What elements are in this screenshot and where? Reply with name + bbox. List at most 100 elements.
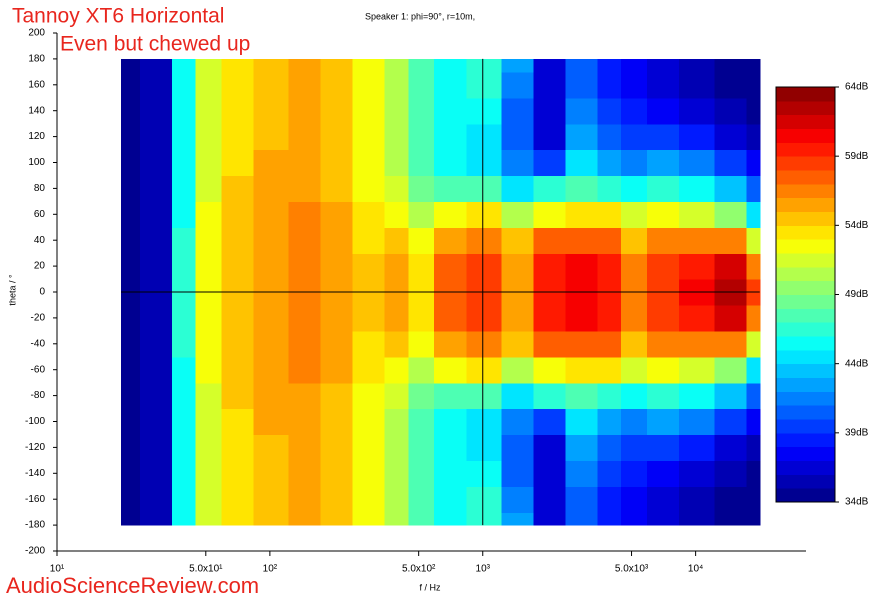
heatmap-cell xyxy=(647,227,680,254)
heatmap-cell xyxy=(121,58,141,73)
heatmap-cell xyxy=(408,175,435,202)
heatmap-cell xyxy=(320,58,354,73)
heatmap-cell xyxy=(221,149,254,177)
heatmap-cell xyxy=(714,512,748,526)
colorbar-band xyxy=(776,432,835,448)
heatmap-cell xyxy=(320,330,354,358)
heatmap-cell xyxy=(352,227,386,254)
heatmap-cell xyxy=(434,175,467,202)
heatmap-cell xyxy=(171,175,197,202)
colorbar-band xyxy=(776,377,835,392)
heatmap-cell xyxy=(746,97,761,125)
heatmap-cell xyxy=(320,512,354,526)
heatmap-cell xyxy=(139,71,173,99)
heatmap-cell xyxy=(565,175,599,202)
heatmap-cell xyxy=(565,123,599,151)
heatmap-cell xyxy=(288,512,322,526)
heatmap-cell xyxy=(253,408,290,436)
heatmap-cell xyxy=(121,123,141,151)
heatmap-cell xyxy=(221,460,254,487)
heatmap-cell xyxy=(466,97,503,125)
colorbar-band xyxy=(776,211,835,226)
heatmap-cell xyxy=(384,201,409,228)
heatmap-cell xyxy=(746,58,761,73)
heatmap-cell xyxy=(679,356,715,384)
heatmap-cell xyxy=(288,71,322,99)
colorbar-band xyxy=(776,170,835,185)
heatmap-cell xyxy=(434,408,467,436)
heatmap-cell xyxy=(195,512,222,526)
heatmap-cell xyxy=(195,175,222,202)
heatmap-cell xyxy=(501,253,535,280)
heatmap-cell xyxy=(408,408,435,436)
heatmap-cell xyxy=(714,71,748,99)
heatmap-cell xyxy=(288,58,322,73)
heatmap-cell xyxy=(597,330,622,358)
heatmap-cell xyxy=(139,149,173,177)
heatmap-cell xyxy=(352,175,386,202)
heatmap-cell xyxy=(621,408,648,436)
heatmap-cell xyxy=(621,486,648,513)
heatmap-cell xyxy=(621,201,648,228)
heatmap-cell xyxy=(408,434,435,461)
heatmap-cell xyxy=(288,149,322,177)
heatmap-cell xyxy=(466,71,503,99)
heatmap-cell xyxy=(466,460,503,487)
heatmap-cell xyxy=(621,71,648,99)
heatmap-cell xyxy=(746,227,761,254)
x-tick-label: 10³ xyxy=(476,564,491,575)
heatmap-cell xyxy=(434,71,467,99)
heatmap-cell xyxy=(384,512,409,526)
heatmap-cell xyxy=(647,253,680,280)
colorbar-band xyxy=(776,488,835,503)
heatmap-cell xyxy=(434,486,467,513)
heatmap-cell xyxy=(195,227,222,254)
heatmap-cell xyxy=(195,304,222,332)
heatmap-cell xyxy=(533,227,567,254)
heatmap-cell xyxy=(320,175,354,202)
heatmap-cell xyxy=(408,512,435,526)
heatmap-cell xyxy=(621,58,648,73)
heatmap-cell xyxy=(679,71,715,99)
heatmap-cell xyxy=(195,356,222,384)
colorbar-band xyxy=(776,336,835,351)
heatmap-cell xyxy=(195,149,222,177)
colorbar-band xyxy=(776,183,835,199)
heatmap-cell xyxy=(171,97,197,125)
heatmap-cell xyxy=(565,71,599,99)
heatmap-cell xyxy=(139,382,173,410)
heatmap-cell xyxy=(352,304,386,332)
heatmap-cell xyxy=(714,123,748,151)
heatmap-cell xyxy=(565,434,599,461)
x-axis-label: f / Hz xyxy=(419,582,441,592)
heatmap-cell xyxy=(434,201,467,228)
heatmap-cell xyxy=(533,382,567,410)
heatmap-cell xyxy=(565,149,599,177)
heatmap-cell xyxy=(533,356,567,384)
heatmap-cell xyxy=(320,227,354,254)
heatmap-cell xyxy=(384,175,409,202)
heatmap-cell xyxy=(533,330,567,358)
heatmap-cell xyxy=(714,356,748,384)
heatmap-cell xyxy=(501,201,535,228)
heatmap-cell xyxy=(121,382,141,410)
heatmap-cell xyxy=(171,330,197,358)
heatmap-cell xyxy=(195,253,222,280)
x-tick-label: 5.0x10³ xyxy=(615,564,649,575)
heatmap-cell xyxy=(501,97,535,125)
heatmap-cell xyxy=(565,58,599,73)
heatmap-cell xyxy=(714,97,748,125)
heatmap-cell xyxy=(253,58,290,73)
heatmap-cell xyxy=(714,408,748,436)
colorbar-band xyxy=(776,142,835,157)
heatmap-cell xyxy=(320,408,354,436)
heatmap-cell xyxy=(384,382,409,410)
heatmap-cell xyxy=(647,330,680,358)
heatmap-cell xyxy=(408,123,435,151)
heatmap-cell xyxy=(352,201,386,228)
heatmap-cell xyxy=(565,227,599,254)
heatmap-cell xyxy=(714,460,748,487)
heatmap-cell xyxy=(597,382,622,410)
heatmap-cell xyxy=(320,460,354,487)
